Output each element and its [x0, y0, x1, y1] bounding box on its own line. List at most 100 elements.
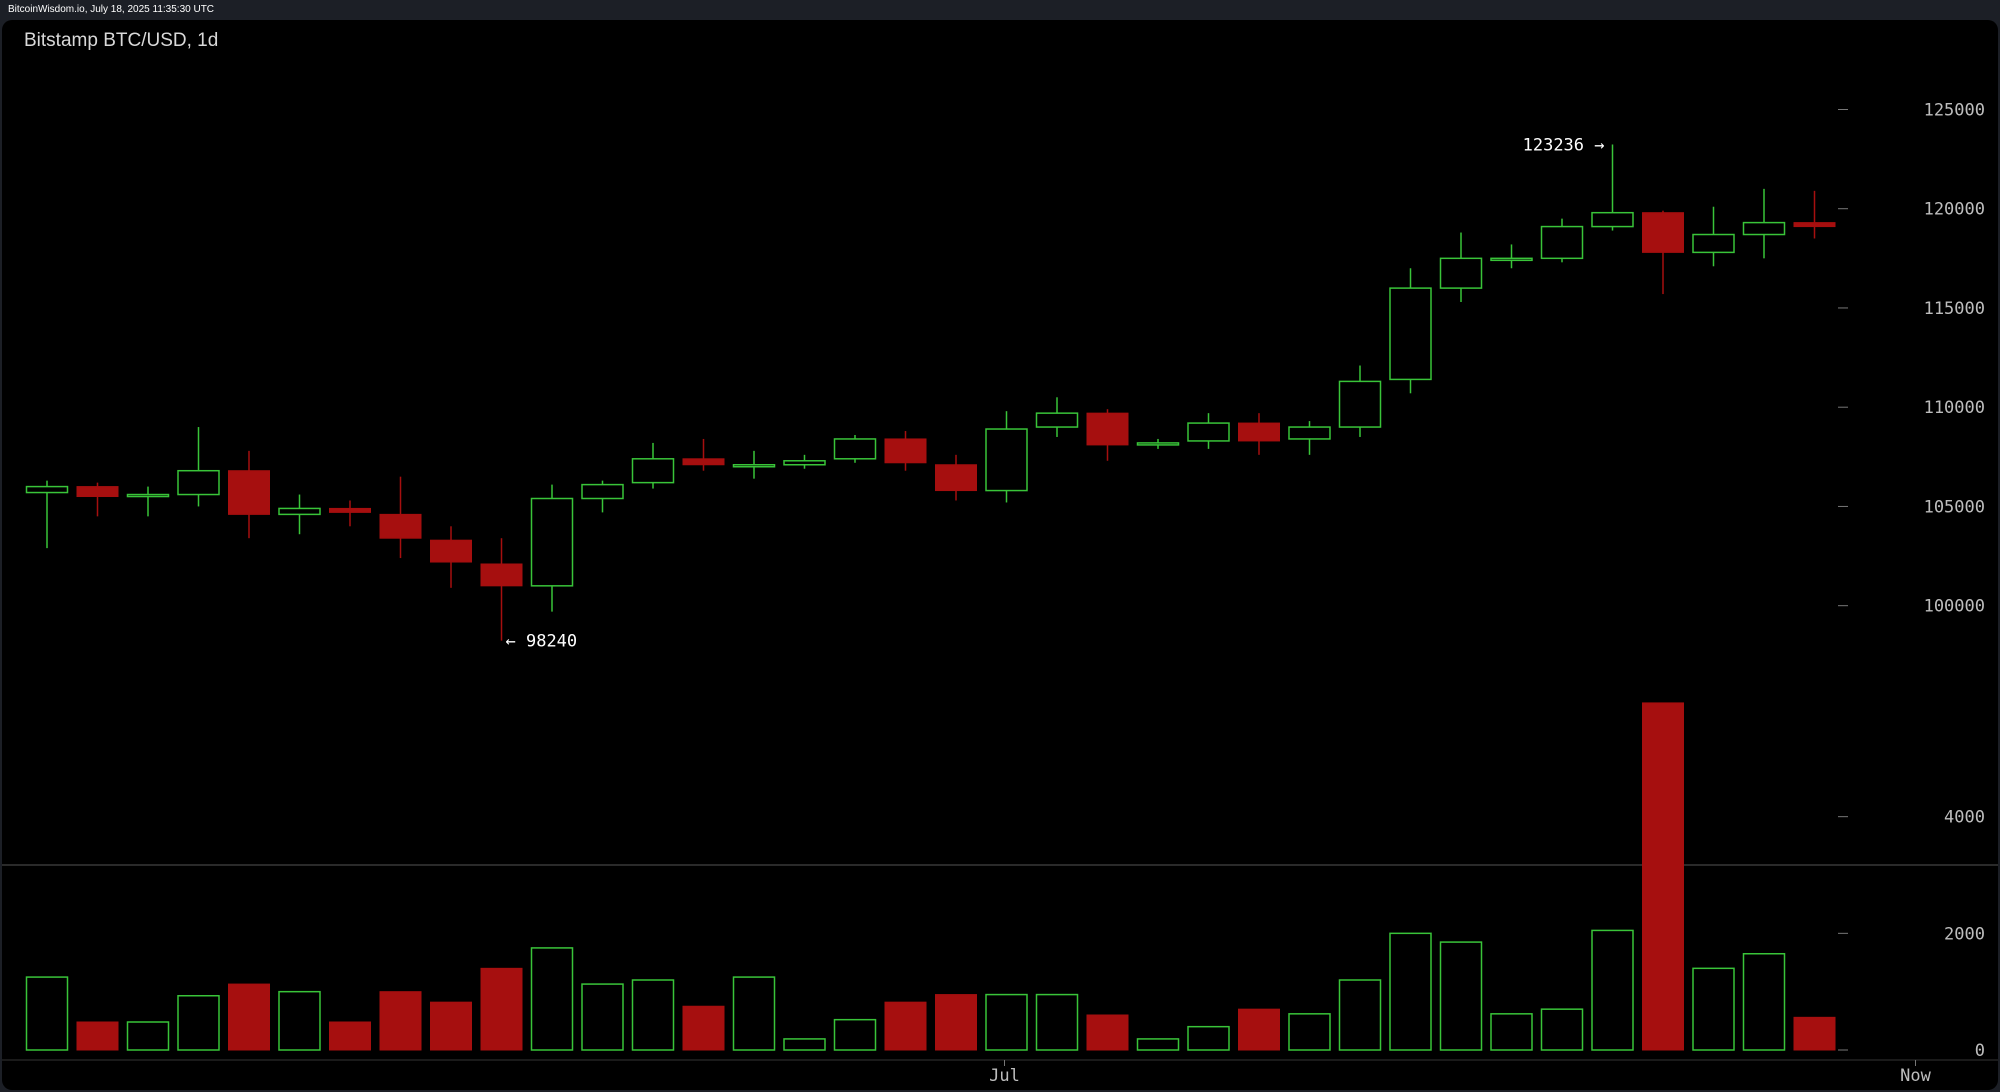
price-tick-label: 105000 [1924, 497, 1985, 517]
candle [732, 450, 776, 479]
candle [278, 494, 321, 535]
candle [581, 480, 624, 513]
candle-body [1642, 212, 1684, 253]
volume-bar [631, 979, 675, 1051]
volume-axis: 4000 2000 0 [1838, 808, 1985, 1061]
volume-bar [1439, 941, 1483, 1051]
candle [833, 434, 877, 463]
volume-bar [682, 1005, 725, 1051]
candle-body [1187, 422, 1230, 442]
candle [329, 500, 371, 527]
candle [430, 526, 472, 588]
volume-bar [1490, 1013, 1533, 1051]
volume-bar [1187, 1025, 1230, 1051]
price-tick-label: 100000 [1924, 597, 1985, 617]
volume-bar [1540, 1008, 1584, 1051]
candle-body [76, 486, 119, 498]
price-tick-label: 125000 [1924, 100, 1985, 120]
candle [530, 484, 574, 612]
candle-body [1692, 233, 1735, 254]
volume-bar [278, 990, 321, 1051]
candle [1035, 397, 1079, 437]
volume-bar [935, 994, 977, 1051]
candle-body [1540, 225, 1584, 260]
volume-bar [379, 991, 422, 1051]
candle-body [1086, 412, 1129, 446]
candle-body [177, 469, 220, 496]
volume-layer [25, 702, 1836, 1051]
candle-body [833, 438, 877, 460]
candle [1642, 210, 1684, 295]
volume-bar [884, 1001, 927, 1051]
volume-bar [1338, 979, 1382, 1051]
candle [480, 538, 523, 641]
volume-tick-label: 4000 [1944, 808, 1985, 828]
volume-bar [228, 983, 270, 1051]
chart-title: Bitstamp BTC/USD, 1d [24, 30, 219, 51]
candle [1742, 188, 1786, 259]
candle-body [1288, 426, 1331, 440]
candle [126, 486, 170, 517]
candle [1288, 421, 1331, 455]
candle [379, 476, 422, 559]
candle [935, 454, 977, 501]
candlestick-chart[interactable]: 125000 120000 115000 110000 105000 100000 400… [2, 20, 1998, 1090]
volume-bar [833, 1018, 877, 1051]
volume-bar [480, 967, 523, 1051]
chart-frame: 125000 120000 115000 110000 105000 100000 400… [2, 20, 1998, 1090]
volume-bar [783, 1038, 826, 1051]
volume-bar [1238, 1008, 1280, 1051]
candle-body [985, 428, 1028, 492]
price-tick-label: 115000 [1924, 299, 1985, 319]
volume-bar [1086, 1014, 1129, 1051]
candle [76, 482, 119, 517]
candle [1591, 144, 1634, 231]
volume-bar [1288, 1013, 1331, 1051]
candle-body [228, 470, 270, 515]
low-annotation: ← 98240 [506, 632, 578, 652]
candle-body [278, 507, 321, 516]
volume-bar [177, 995, 220, 1051]
candle-body [430, 539, 472, 563]
candle-body [329, 507, 371, 513]
candle [682, 438, 725, 471]
volume-bar [1742, 953, 1786, 1051]
candle-body [1136, 442, 1180, 446]
candle-body [1439, 257, 1483, 289]
volume-bar [76, 1021, 119, 1051]
source-line: BitcoinWisdom.io, July 18, 2025 11:35:30… [8, 4, 215, 15]
time-tick-label: Now [1900, 1066, 1931, 1086]
candle [1692, 206, 1735, 267]
annotations-layer: 123236 → ← 98240 [506, 135, 1605, 651]
candle-body [631, 458, 675, 484]
candle [1086, 409, 1129, 461]
volume-bar [329, 1021, 371, 1051]
volume-bar [1035, 993, 1079, 1051]
candle [985, 411, 1028, 503]
candle [1187, 413, 1230, 449]
time-tick-label: Jul [989, 1066, 1020, 1086]
volume-bar [581, 983, 624, 1051]
candle [25, 480, 69, 549]
candle [1793, 190, 1836, 239]
volume-bar [985, 993, 1028, 1051]
volume-bar [430, 1001, 472, 1051]
candle-body [682, 458, 725, 466]
candle [884, 431, 927, 471]
volume-bar [1389, 932, 1432, 1051]
candle-body [480, 563, 523, 587]
candle-body [1793, 222, 1836, 228]
candle [1490, 244, 1533, 269]
candle-body [379, 513, 422, 539]
volume-bar [1642, 702, 1684, 1051]
volume-bar [25, 976, 69, 1051]
candle [631, 442, 675, 489]
volume-tick-label: 2000 [1944, 924, 1985, 944]
candle [1389, 268, 1432, 394]
volume-bar [530, 947, 574, 1051]
candle [783, 454, 826, 469]
top-bar: BitcoinWisdom.io, July 18, 2025 11:35:30… [0, 0, 2000, 20]
candle-body [1742, 221, 1786, 236]
price-tick-label: 120000 [1924, 200, 1985, 220]
candle-body [1338, 380, 1382, 428]
